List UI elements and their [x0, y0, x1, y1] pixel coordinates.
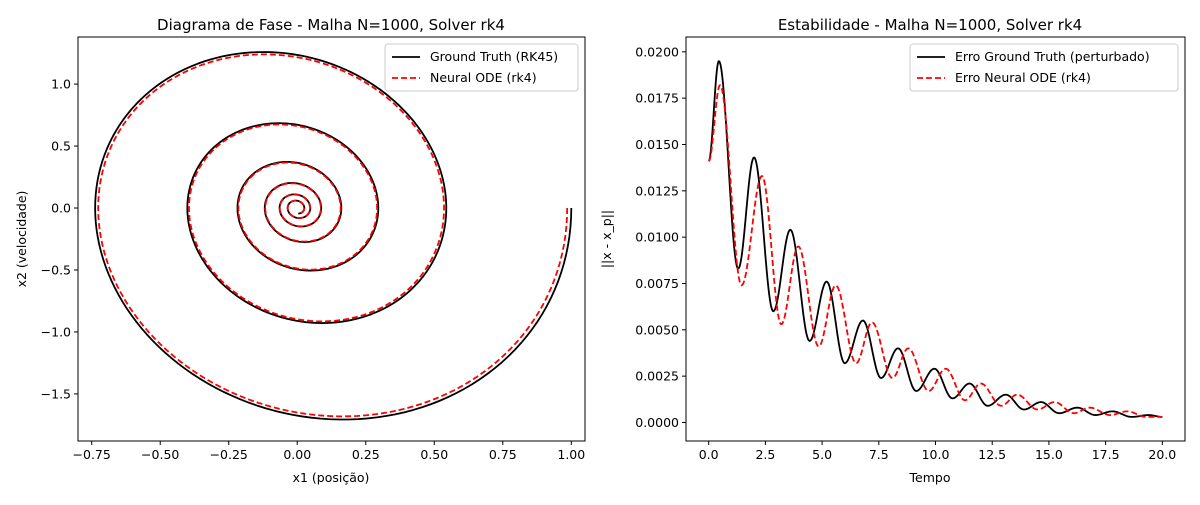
- phase-x-ticks: −0.75 −0.50 −0.25 0.00 0.25 0.50 0.75 1.00: [73, 441, 585, 462]
- phase-x-tick-label: −0.50: [141, 447, 179, 462]
- stability-x-ticks: 0.0 2.5 5.0 7.5 10.0 12.5 15.0 17.5 20.0: [699, 441, 1176, 462]
- stability-y-tick-label: 0.0125: [635, 183, 679, 198]
- stability-x-tick-label: 12.5: [978, 447, 1006, 462]
- stability-plot-area: [708, 60, 1163, 418]
- phase-x-tick-label: 0.25: [352, 447, 380, 462]
- stability-y-tick-label: 0.0200: [635, 44, 679, 59]
- stability-y-tick-label: 0.0000: [635, 415, 679, 430]
- stability-x-tick-label: 7.5: [869, 447, 889, 462]
- phase-y-tick-label: −1.0: [41, 324, 71, 339]
- stability-x-tick-label: 0.0: [699, 447, 719, 462]
- phase-legend-label-neural-ode: Neural ODE (rk4): [430, 70, 537, 85]
- phase-y-ticks: −1.5 −1.0 −0.5 0.0 0.5 1.0: [41, 77, 78, 401]
- stability-chart: Estabilidade - Malha N=1000, Solver rk4 …: [599, 16, 1186, 485]
- phase-x-tick-label: −0.75: [73, 447, 111, 462]
- stability-x-tick-label: 15.0: [1035, 447, 1063, 462]
- phase-x-tick-label: 0.00: [283, 447, 311, 462]
- phase-legend-label-ground-truth: Ground Truth (RK45): [430, 49, 558, 64]
- stability-series-neural-ode: [708, 84, 1163, 418]
- stability-y-ticks: 0.0000 0.0025 0.0050 0.0075 0.0100 0.0125 0.01…: [635, 44, 686, 430]
- stability-legend-box: [909, 43, 1179, 92]
- phase-y-tick-label: 1.0: [51, 77, 71, 92]
- phase-y-axis-label: x2 (velocidade): [14, 191, 29, 288]
- phase-axes-frame: [77, 36, 586, 442]
- stability-legend-label-ground-truth: Erro Ground Truth (perturbado): [955, 49, 1150, 64]
- stability-x-tick-label: 2.5: [755, 447, 775, 462]
- stability-y-tick-label: 0.0175: [635, 91, 679, 106]
- stability-x-tick-label: 5.0: [812, 447, 832, 462]
- stability-y-tick-label: 0.0100: [635, 230, 679, 245]
- stability-legend-label-neural-ode: Erro Neural ODE (rk4): [955, 70, 1091, 85]
- phase-y-tick-label: −1.5: [41, 386, 71, 401]
- stability-x-tick-label: 10.0: [922, 447, 950, 462]
- phase-plot-area: [94, 51, 573, 421]
- stability-y-tick-label: 0.0150: [635, 137, 679, 152]
- stability-x-axis-label: Tempo: [909, 470, 951, 485]
- phase-y-tick-label: 0.0: [51, 201, 71, 216]
- stability-legend: Erro Ground Truth (perturbado) Erro Neur…: [909, 43, 1179, 92]
- stability-x-tick-label: 20.0: [1148, 447, 1176, 462]
- stability-chart-title: Estabilidade - Malha N=1000, Solver rk4: [778, 16, 1082, 34]
- phase-x-tick-label: 0.75: [489, 447, 517, 462]
- phase-chart-title: Diagrama de Fase - Malha N=1000, Solver …: [157, 16, 505, 34]
- phase-y-tick-label: −0.5: [41, 262, 71, 277]
- phase-x-tick-label: −0.25: [210, 447, 248, 462]
- phase-x-axis-label: x1 (posição): [293, 470, 370, 485]
- stability-y-tick-label: 0.0075: [635, 276, 679, 291]
- phase-series-neural-ode: [97, 53, 569, 418]
- stability-y-tick-label: 0.0050: [635, 322, 679, 337]
- phase-y-tick-label: 0.5: [51, 139, 71, 154]
- phase-legend: Ground Truth (RK45) Neural ODE (rk4): [384, 43, 579, 92]
- phase-x-tick-label: 1.00: [557, 447, 585, 462]
- stability-x-tick-label: 17.5: [1092, 447, 1120, 462]
- phase-x-tick-label: 0.50: [420, 447, 448, 462]
- phase-legend-box: [384, 43, 579, 92]
- stability-y-tick-label: 0.0025: [635, 369, 679, 384]
- stability-y-axis-label: ||x - x_p||: [599, 210, 614, 268]
- phase-diagram-chart: Diagrama de Fase - Malha N=1000, Solver …: [14, 16, 586, 485]
- stability-series-ground-truth: [708, 60, 1163, 418]
